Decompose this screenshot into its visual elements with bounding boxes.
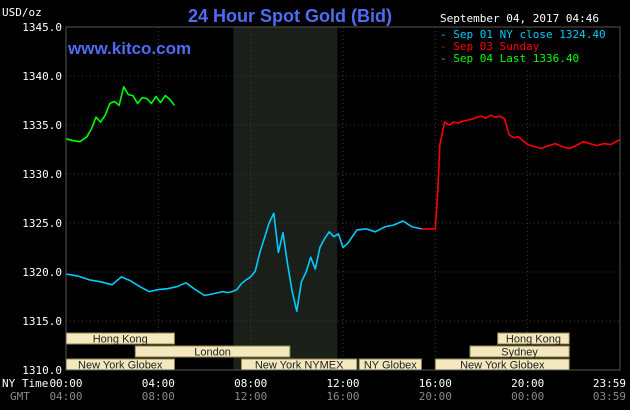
session-label: New York Globex (460, 360, 545, 372)
y-tick-label: 1315.0 (22, 315, 62, 328)
session-label: Sydney (501, 347, 538, 359)
legend-box (438, 28, 618, 69)
x-row1-label: NY Time (2, 377, 48, 390)
plot-frame (65, 26, 621, 371)
legend: - Sep 01 NY close 1324.40 - Sep 03 Sunda… (438, 28, 618, 69)
chart-title: 24 Hour Spot Gold (Bid) (188, 6, 392, 26)
price-series-line-0 (65, 86, 176, 143)
grid-lines (66, 27, 620, 370)
x-tick-label-gmt: 08:00 (142, 390, 175, 403)
session-label: NY Globex (364, 360, 417, 372)
x-tick-label-gmt: 20:00 (419, 390, 452, 403)
x-axis-ticks: 00:0004:0004:0008:0008:0012:0012:0016:00… (49, 377, 626, 403)
session-label: Hong Kong (93, 334, 148, 346)
x-tick-label-ny: 16:00 (419, 377, 452, 390)
session-label: New York NYMEX (255, 360, 344, 372)
session-label: Hong Kong (506, 334, 561, 346)
price-series (65, 86, 621, 313)
session-bar (469, 345, 570, 358)
y-tick-label: 1330.0 (22, 168, 62, 181)
x-tick-label-gmt: 03:59 (593, 390, 626, 403)
legend-item-ny-close: - Sep 01 NY close 1324.40 (440, 28, 606, 41)
x-tick-label-ny: 23:59 (593, 377, 626, 390)
session-bar (134, 345, 291, 358)
legend-item-sunday: - Sep 03 Sunday (440, 40, 540, 53)
session-bar (497, 332, 570, 345)
date-label: September 04, 2017 04:46 (440, 12, 599, 25)
x-tick-label-gmt: 00:00 (511, 390, 544, 403)
x-tick-label-ny: 04:00 (142, 377, 175, 390)
session-label: London (194, 347, 231, 359)
y-tick-label: 1345.0 (22, 21, 62, 34)
x-tick-label-ny: 12:00 (326, 377, 359, 390)
y-tick-label: 1335.0 (22, 119, 62, 132)
y-tick-label: 1340.0 (22, 70, 62, 83)
x-tick-label-ny: 20:00 (511, 377, 544, 390)
nymex-session-shade (233, 27, 338, 370)
x-tick-label-gmt: 12:00 (234, 390, 267, 403)
legend-item-last: - Sep 04 Last 1336.40 (440, 52, 579, 65)
x-tick-label-gmt: 04:00 (49, 390, 82, 403)
price-series-line-2 (421, 114, 621, 230)
price-series-line-1 (65, 212, 422, 313)
brand-url[interactable]: www.kitco.com (67, 39, 191, 58)
y-tick-label: 1320.0 (22, 266, 62, 279)
x-tick-label-gmt: 16:00 (326, 390, 359, 403)
y-axis-ticks: 1345.0 1340.0 1335.0 1330.0 1325.0 1320.0 1315… (22, 21, 62, 377)
unit-label: USD/oz (2, 6, 42, 19)
trading-sessions: Hong Kong London New York Globex New York N… (65, 332, 570, 372)
x-tick-label-ny: 00:00 (49, 377, 82, 390)
session-label: New York Globex (78, 360, 163, 372)
x-tick-label-ny: 08:00 (234, 377, 267, 390)
y-tick-label: 1310.0 (22, 364, 62, 377)
y-tick-label: 1325.0 (22, 217, 62, 230)
x-row2-label: GMT (10, 390, 30, 403)
